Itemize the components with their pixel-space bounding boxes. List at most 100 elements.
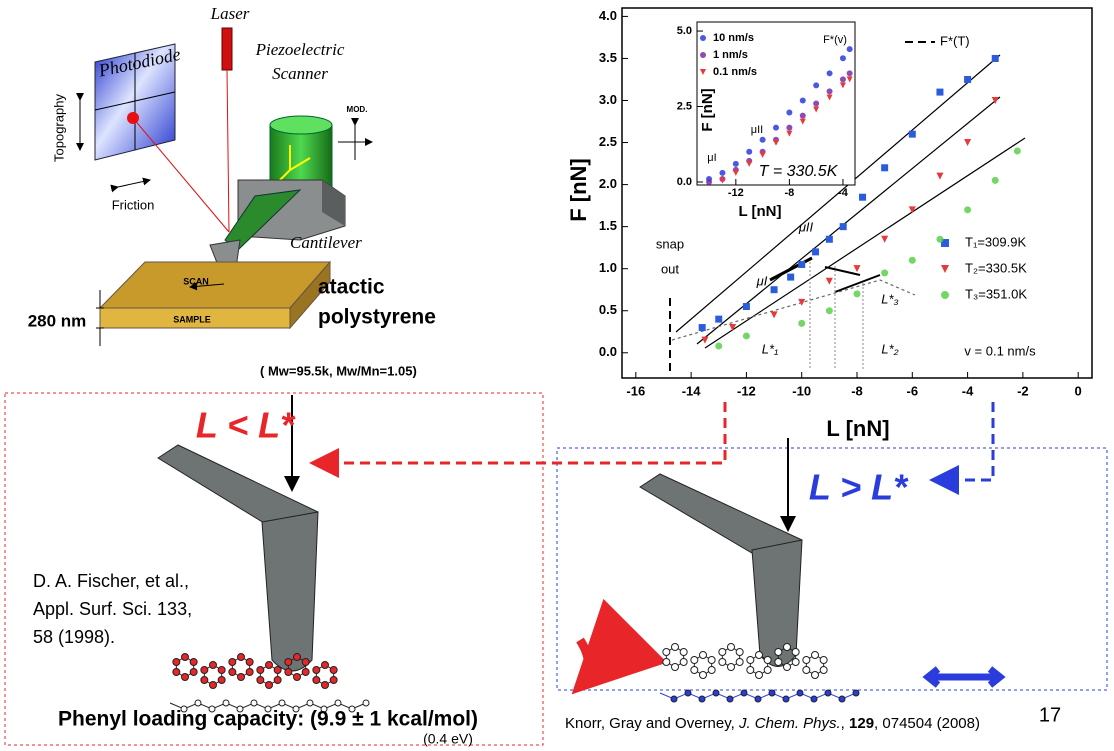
marker bbox=[909, 131, 916, 138]
y-axis-title: F [nN] bbox=[566, 158, 591, 222]
y-tick-label: 2.0 bbox=[599, 176, 617, 191]
atom bbox=[728, 664, 735, 671]
atom bbox=[182, 654, 189, 661]
citation-part: , bbox=[841, 715, 849, 732]
marker bbox=[733, 161, 739, 167]
laser-beam bbox=[227, 70, 229, 232]
citation-part: , 074504 (2008) bbox=[874, 715, 980, 732]
atom bbox=[764, 667, 771, 674]
annotation: F*(v) bbox=[823, 34, 847, 46]
atom bbox=[279, 700, 285, 706]
atom bbox=[266, 682, 273, 689]
atom bbox=[700, 652, 707, 659]
marker bbox=[798, 261, 805, 268]
legend-label: T₁=309.9K bbox=[965, 234, 1026, 249]
atom bbox=[700, 672, 707, 679]
marker bbox=[773, 125, 779, 131]
marker bbox=[719, 170, 725, 176]
atom bbox=[797, 690, 803, 696]
atom bbox=[195, 700, 201, 706]
marker bbox=[715, 316, 722, 323]
atom bbox=[238, 674, 245, 681]
atom bbox=[691, 657, 698, 664]
atom bbox=[803, 667, 810, 674]
page-number: 17 bbox=[1039, 704, 1061, 726]
atom bbox=[210, 662, 217, 669]
atom bbox=[173, 659, 180, 666]
marker bbox=[826, 236, 833, 243]
marker bbox=[859, 194, 866, 201]
marker bbox=[798, 320, 805, 327]
legend-label: T₂=330.5K bbox=[965, 260, 1027, 275]
legend-label: T₃=351.0K bbox=[965, 286, 1027, 301]
y-tick-label: 3.0 bbox=[599, 92, 617, 107]
atom bbox=[294, 654, 301, 661]
rotation-arrow bbox=[578, 640, 589, 688]
atom bbox=[812, 672, 819, 679]
atom bbox=[663, 659, 670, 666]
marker bbox=[760, 137, 766, 143]
y-tick-label: 0.5 bbox=[599, 302, 617, 317]
marker bbox=[827, 70, 833, 76]
atom bbox=[756, 652, 763, 659]
marker bbox=[743, 303, 750, 310]
legend-label: 1 nm/s bbox=[713, 49, 748, 61]
atom bbox=[820, 667, 827, 674]
page: Laser Piezoelectric Scanner Photodiode T… bbox=[0, 0, 1114, 751]
atom bbox=[736, 659, 743, 666]
x-tick-label: -6 bbox=[907, 383, 919, 398]
marker bbox=[992, 55, 999, 62]
marker bbox=[800, 97, 806, 103]
marker bbox=[936, 89, 943, 96]
marker bbox=[746, 149, 752, 155]
marker bbox=[786, 110, 792, 116]
atom bbox=[246, 669, 253, 676]
atom bbox=[210, 682, 217, 689]
citation-part: Knorr, Gray and Overney, bbox=[565, 715, 739, 732]
marker bbox=[840, 223, 847, 230]
atom bbox=[756, 672, 763, 679]
atom bbox=[699, 696, 705, 702]
citation-part: J. Chem. Phys. bbox=[738, 715, 841, 732]
atom bbox=[792, 649, 799, 656]
annotation: μI bbox=[707, 152, 716, 164]
y-tick-label: 1.5 bbox=[599, 218, 617, 233]
atom bbox=[229, 669, 236, 676]
atom bbox=[335, 700, 341, 706]
load-label: L < L* bbox=[196, 405, 296, 446]
annotation: L*₁ bbox=[762, 341, 778, 356]
y-tick-label: 1.0 bbox=[599, 260, 617, 275]
marker bbox=[847, 46, 853, 52]
atom bbox=[853, 690, 859, 696]
label: Laser bbox=[210, 4, 250, 23]
label: 280 nm bbox=[28, 311, 87, 330]
y-tick-label: 0.0 bbox=[599, 344, 617, 359]
atom bbox=[672, 644, 679, 651]
atom bbox=[246, 659, 253, 666]
atom bbox=[713, 690, 719, 696]
slide-arrow bbox=[928, 669, 1000, 685]
atom bbox=[266, 662, 273, 669]
atom bbox=[825, 690, 831, 696]
atom bbox=[784, 664, 791, 671]
atom bbox=[182, 674, 189, 681]
marker bbox=[854, 290, 861, 297]
marker bbox=[840, 55, 846, 61]
atom bbox=[663, 649, 670, 656]
label: Piezoelectric bbox=[255, 40, 345, 59]
marker bbox=[1014, 147, 1021, 154]
atom bbox=[792, 659, 799, 666]
atom bbox=[747, 657, 754, 664]
label: ( Mw=95.5k, Mw/Mn=1.05) bbox=[260, 363, 417, 378]
marker bbox=[964, 76, 971, 83]
x-tick-label: -4 bbox=[962, 383, 974, 398]
y-tick-label: 3.5 bbox=[599, 50, 617, 65]
y-tick-label: 4.0 bbox=[599, 8, 617, 23]
legend-marker bbox=[700, 52, 706, 58]
atom bbox=[201, 667, 208, 674]
atom bbox=[302, 669, 309, 676]
atom bbox=[274, 677, 281, 684]
x-tick-label: -14 bbox=[682, 383, 702, 398]
atom bbox=[201, 677, 208, 684]
inset-frame bbox=[697, 22, 855, 185]
